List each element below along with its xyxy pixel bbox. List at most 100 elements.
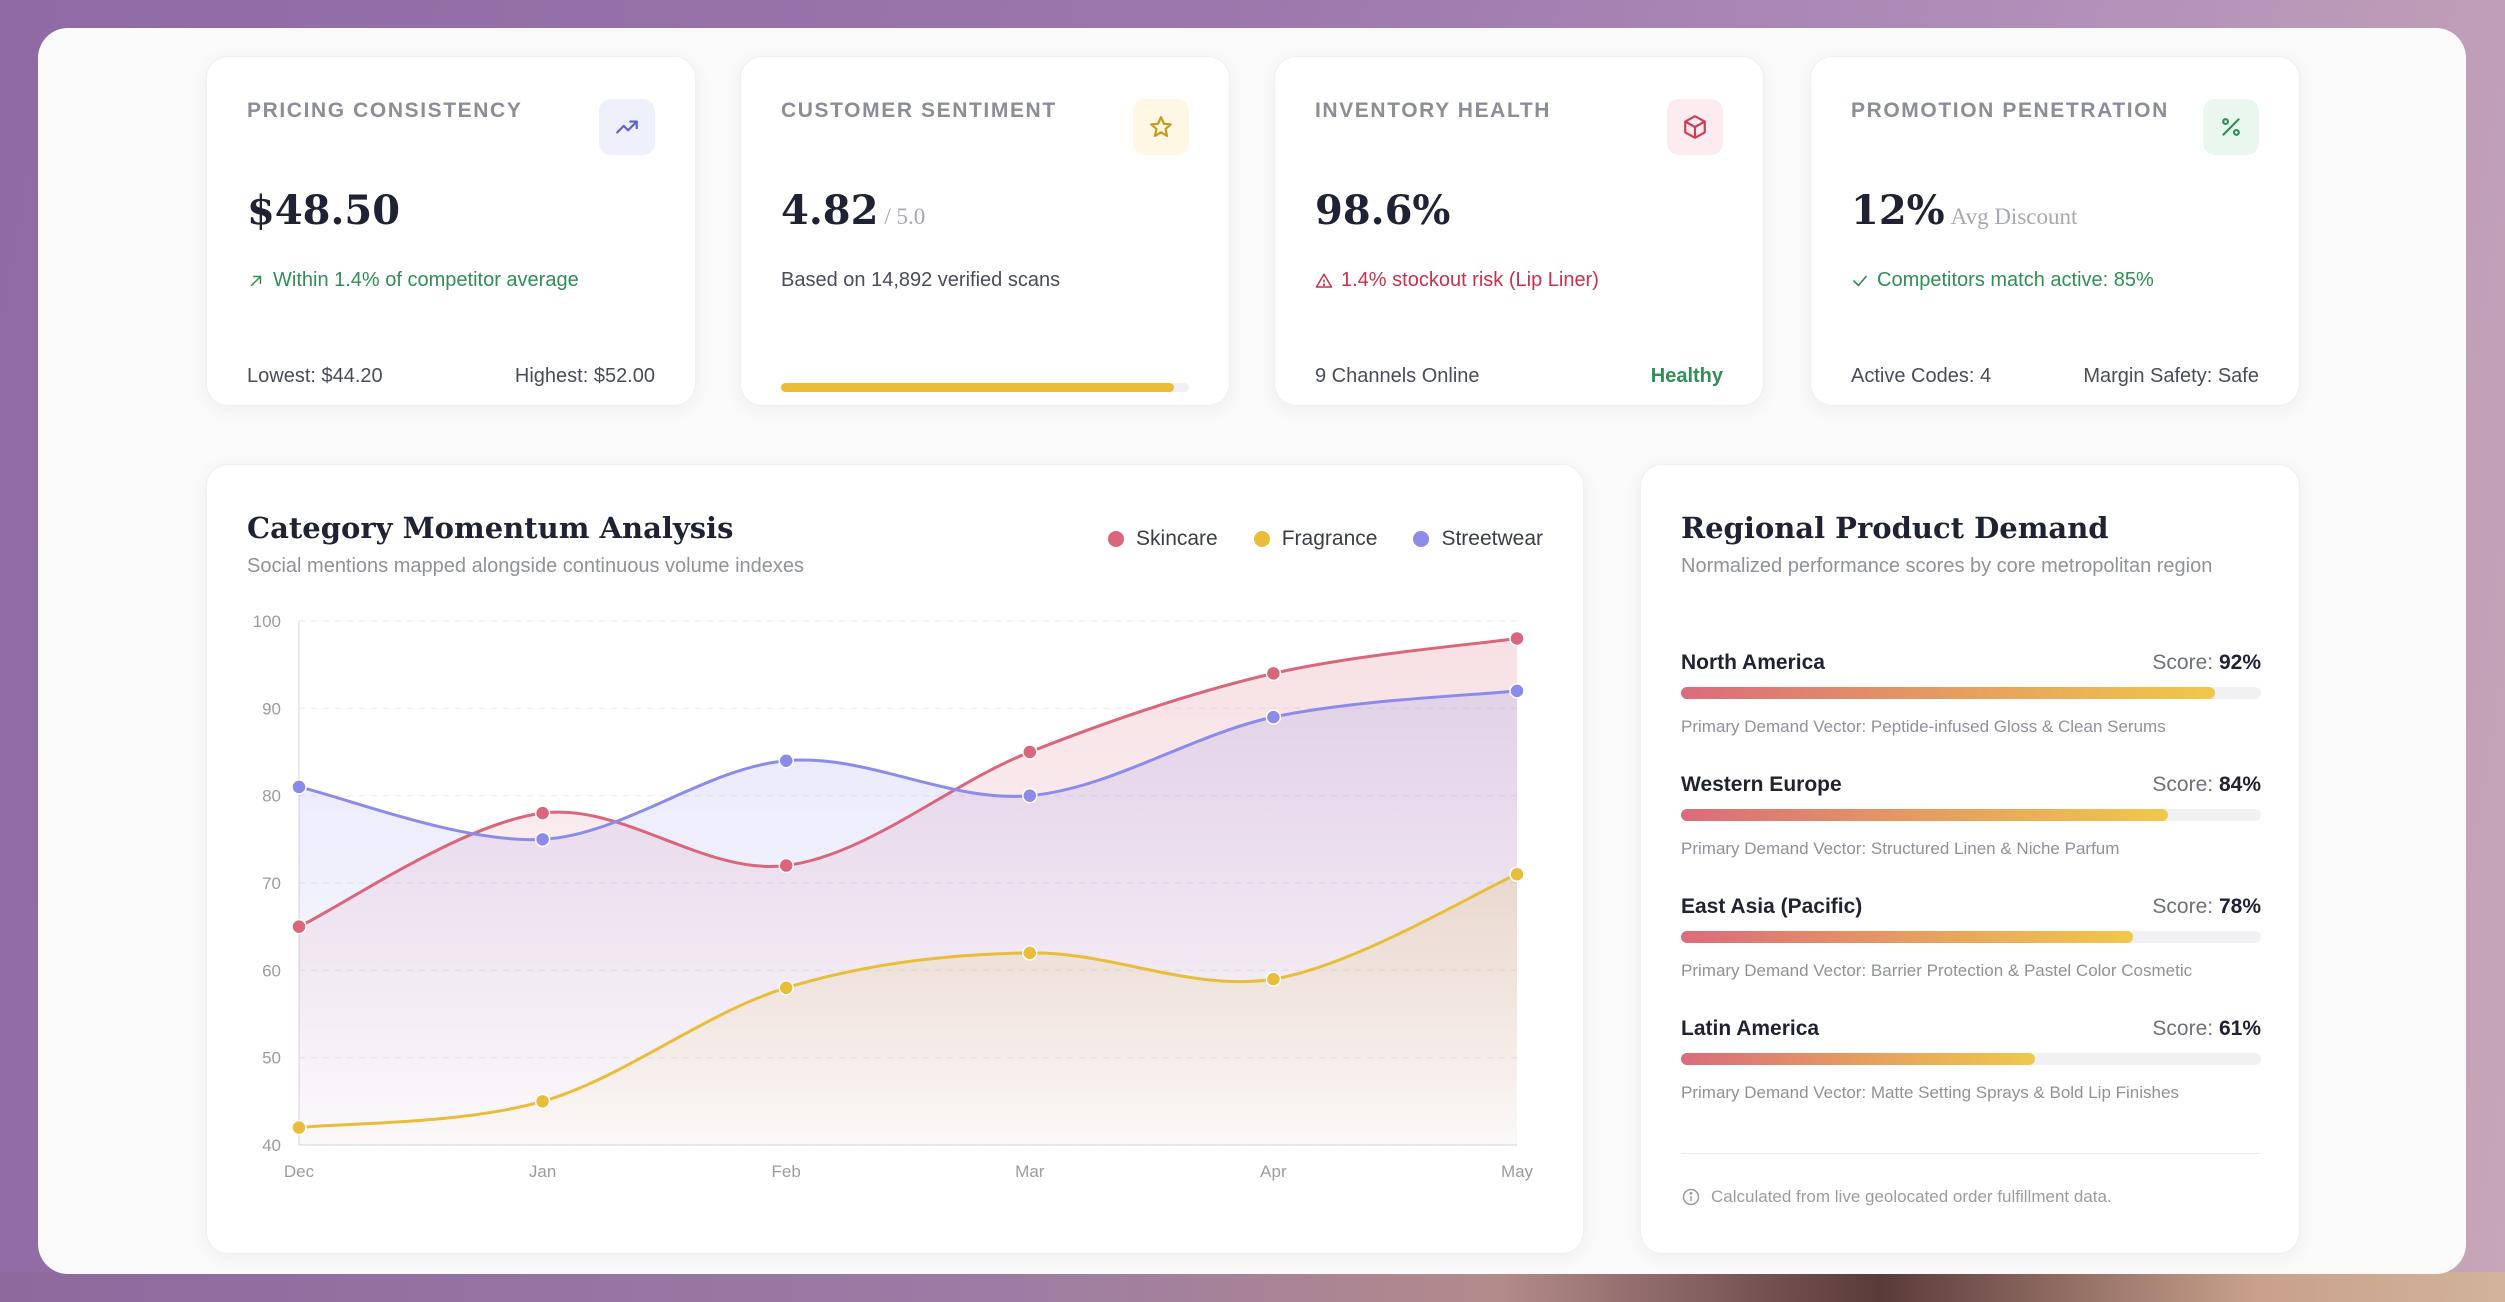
dashboard-panel: PRICING CONSISTENCY $48.50 Within 1.4% o… [38, 28, 2466, 1274]
legend-swatch [1253, 531, 1270, 547]
regional-title: Regional Product Demand [1681, 511, 2109, 545]
region-row: Western Europe Score: 84% Primary Demand… [1681, 773, 2261, 883]
channels-online: 9 Channels Online [1315, 365, 1480, 387]
y-tick-label: 90 [262, 699, 281, 718]
y-tick-label: 100 [253, 612, 281, 631]
region-row: North America Score: 92% Primary Demand … [1681, 651, 2261, 761]
legend-item-fragrance[interactable]: Fragrance [1253, 527, 1377, 551]
area-streetwear [299, 690, 1517, 1145]
region-row: Latin America Score: 61% Primary Demand … [1681, 1017, 2261, 1127]
kpi-footer: 9 Channels Online Healthy [1315, 365, 1723, 388]
line-streetwear [298, 689, 1518, 842]
point-streetwear [291, 779, 307, 795]
point-skincare [534, 805, 551, 821]
y-tick-label: 50 [262, 1049, 281, 1068]
kpi-value: $48.50 [247, 187, 401, 234]
region-bar-fill [1681, 687, 2215, 699]
warning-icon [1315, 273, 1333, 288]
check-icon [1853, 275, 1867, 286]
info-icon [1682, 1188, 1700, 1206]
region-bar [1681, 931, 2261, 943]
divider [1681, 1153, 2261, 1154]
active-codes: Active Codes: 4 [1851, 365, 1992, 387]
region-vector: Primary Demand Vector: Structured Linen … [1681, 839, 2120, 858]
point-skincare [1265, 665, 1282, 682]
kpi-card-pricing: PRICING CONSISTENCY $48.50 Within 1.4% o… [206, 56, 696, 406]
point-fragrance [1265, 971, 1282, 987]
x-tick-label: Feb [772, 1162, 801, 1181]
star-icon [1133, 99, 1189, 155]
point-streetwear [1265, 709, 1282, 725]
point-skincare [291, 918, 307, 935]
kpi-subtext: Competitors match active: 85% [1851, 269, 2154, 292]
percent-icon [2203, 99, 2259, 155]
rating-bar [781, 383, 1189, 392]
kpi-footer: Lowest: $44.20 Highest: $52.00 [247, 365, 655, 388]
regional-subtitle: Normalized performance scores by core me… [1681, 555, 2213, 577]
region-name: North America [1681, 651, 1825, 674]
legend-swatch [1413, 531, 1430, 547]
point-fragrance [291, 1119, 307, 1136]
point-fragrance [778, 980, 794, 996]
trend-up-icon [599, 99, 655, 155]
kpi-value: 98.6% [1315, 187, 1451, 234]
region-vector: Primary Demand Vector: Barrier Protectio… [1681, 961, 2193, 980]
kpi-label: INVENTORY HEALTH [1315, 99, 1552, 122]
region-bar-fill [1681, 931, 2134, 943]
arrow-up-right-icon [250, 275, 262, 286]
point-fragrance [1509, 866, 1525, 883]
x-tick-label: Dec [284, 1162, 315, 1181]
lowest-price: Lowest: $44.20 [247, 365, 383, 387]
line-skincare [298, 636, 1518, 929]
x-tick-label: Jan [529, 1162, 556, 1181]
region-bar-fill [1681, 809, 2169, 821]
category-momentum-card: Category Momentum Analysis Social mentio… [206, 464, 1584, 1254]
margin-safety: Margin Safety: Safe [2083, 365, 2259, 387]
discount-suffix: Avg Discount [1950, 204, 2078, 229]
point-fragrance [534, 1093, 551, 1110]
point-streetwear [778, 752, 794, 769]
y-tick-label: 80 [262, 787, 281, 806]
chart-subtitle: Social mentions mapped alongside continu… [247, 555, 805, 577]
kpi-subtext: Within 1.4% of competitor average [247, 269, 579, 292]
kpi-footer: Active Codes: 4 Margin Safety: Safe [1851, 365, 2259, 388]
region-score: Score: 61% [2152, 1017, 2261, 1040]
kpi-subtext: 1.4% stockout risk (Lip Liner) [1315, 269, 1599, 292]
legend-item-streetwear[interactable]: Streetwear [1413, 527, 1543, 551]
rating-scale: / 5.0 [884, 204, 926, 229]
kpi-label: PRICING CONSISTENCY [247, 99, 523, 122]
legend-item-skincare[interactable]: Skincare [1108, 527, 1218, 551]
rating-bar-fill [781, 383, 1175, 392]
region-bar [1681, 687, 2261, 699]
chart-legend: Skincare Fragrance Streetwear [1108, 527, 1543, 551]
kpi-subtext: Based on 14,892 verified scans [781, 269, 1061, 291]
legend-swatch [1108, 531, 1125, 547]
region-name: East Asia (Pacific) [1681, 895, 1863, 918]
point-streetwear [534, 831, 551, 848]
region-name: Latin America [1681, 1017, 1820, 1040]
region-vector: Primary Demand Vector: Peptide-infused G… [1681, 717, 2166, 736]
region-bar [1681, 1053, 2261, 1065]
chart-title: Category Momentum Analysis [247, 511, 734, 545]
line-fragrance [298, 872, 1518, 1130]
y-tick-label: 70 [262, 874, 281, 893]
y-tick-label: 40 [262, 1136, 281, 1155]
kpi-value: 4.82/ 5.0 [781, 187, 926, 234]
background-photo [0, 1272, 2505, 1302]
region-score: Score: 78% [2152, 895, 2261, 918]
x-tick-label: Mar [1015, 1162, 1045, 1181]
region-bar [1681, 809, 2261, 821]
y-tick-label: 60 [262, 961, 281, 980]
x-tick-label: Apr [1260, 1162, 1287, 1181]
region-bar-fill [1681, 1053, 2035, 1065]
point-streetwear [1509, 683, 1525, 699]
region-vector: Primary Demand Vector: Matte Setting Spr… [1681, 1083, 2179, 1102]
box-icon [1667, 99, 1723, 155]
point-skincare [1509, 630, 1525, 647]
kpi-label: PROMOTION PENETRATION [1851, 99, 2169, 122]
x-tick-label: May [1501, 1162, 1534, 1181]
kpi-card-promotion: PROMOTION PENETRATION 12% Avg Discount Co… [1810, 56, 2300, 406]
kpi-card-inventory: INVENTORY HEALTH 98.6% 1.4% stockout ris… [1274, 56, 1764, 406]
kpi-label: CUSTOMER SENTIMENT [781, 99, 1057, 122]
